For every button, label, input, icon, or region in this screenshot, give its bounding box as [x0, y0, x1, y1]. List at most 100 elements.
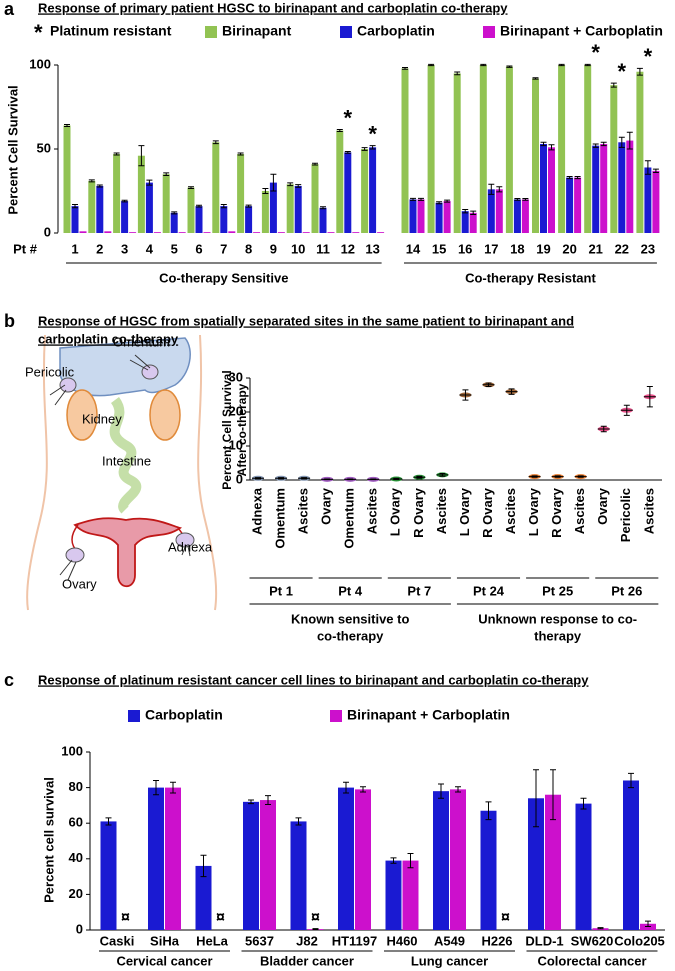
bar [453, 73, 461, 234]
x-tick-label: 21 [588, 241, 602, 256]
error-bar [436, 201, 443, 205]
error-bar [390, 857, 397, 864]
x-tick-label: J82 [296, 933, 318, 948]
x-tick-label: 7 [220, 241, 227, 256]
note-symbol: * [34, 20, 43, 45]
legend-swatch [330, 710, 342, 722]
bar [652, 170, 660, 233]
bar [170, 212, 178, 233]
error-bar [270, 173, 277, 192]
group-label: Known sensitive to [291, 611, 410, 626]
error-bar [367, 478, 380, 481]
error-bar [407, 852, 414, 869]
bar [311, 164, 319, 233]
error-bar [550, 769, 556, 821]
error-bar [96, 184, 103, 188]
bar [417, 199, 425, 233]
x-tick-label: 1 [71, 241, 78, 256]
legend-label: Carboplatin [145, 707, 223, 723]
y-label: Percent Cell Survival [220, 370, 234, 489]
error-bar [105, 817, 112, 826]
bar [532, 78, 539, 233]
y-tick-label: 0 [44, 224, 51, 239]
error-bar [212, 140, 219, 145]
error-bar [514, 198, 521, 201]
error-bar [188, 186, 194, 189]
diagram-label: Omentum [113, 334, 170, 349]
significance-star: * [344, 105, 353, 130]
y-tick-label: 0 [76, 921, 83, 936]
error-bar [645, 920, 651, 927]
error-bar [496, 186, 503, 193]
group-label: Bladder cancer [260, 953, 354, 968]
bar [402, 860, 419, 930]
group-label: Pt 24 [473, 583, 505, 598]
x-tick-label: R Ovary [480, 487, 495, 538]
error-bar [252, 477, 264, 480]
error-bar [506, 65, 513, 68]
y-tick-label: 100 [61, 743, 83, 758]
bar [96, 185, 104, 233]
bar [528, 798, 544, 930]
bar [480, 810, 497, 930]
bar [302, 232, 310, 233]
error-bar [275, 477, 288, 480]
x-tick-label: 9 [270, 241, 277, 256]
error-bar [540, 141, 547, 147]
error-bar [470, 210, 477, 216]
error-bar [320, 206, 326, 210]
error-bar [551, 475, 564, 478]
error-bar [410, 197, 416, 201]
bar [277, 232, 285, 233]
group-label: Pt 4 [338, 583, 363, 598]
zero-symbol: ¤ [121, 909, 130, 926]
x-tick-label: L Ovary [457, 487, 472, 536]
error-bar [580, 797, 587, 810]
bar [286, 184, 294, 233]
bar [545, 794, 561, 930]
x-tick-label: SiHa [150, 933, 180, 948]
bar [100, 821, 117, 930]
x-tick-label: Ovary [595, 487, 610, 525]
panel-label: b [4, 311, 15, 331]
error-bar [480, 63, 487, 67]
x-tick-label: 15 [432, 241, 446, 256]
bar [260, 800, 276, 930]
x-tick-label: Caski [100, 933, 135, 948]
error-bar [312, 928, 319, 931]
bar [592, 145, 600, 233]
x-tick-label: Ascites [641, 488, 656, 534]
x-tick-label: Colo205 [614, 933, 665, 948]
diagram-label: Adnexa [168, 539, 213, 554]
bar [203, 232, 211, 233]
error-bar [321, 478, 334, 481]
error-bar [610, 82, 617, 88]
error-bar [454, 71, 461, 76]
error-bar [295, 817, 302, 826]
error-bar [163, 172, 170, 177]
x-tick-label: Adnexa [249, 487, 264, 535]
legend-swatch [128, 710, 140, 722]
error-bar [652, 168, 659, 174]
x-tick-label: 8 [245, 241, 252, 256]
zero-symbol: ¤ [311, 909, 320, 926]
x-tick-label: 12 [341, 241, 355, 256]
panel-label: c [4, 670, 14, 690]
error-bar [312, 162, 318, 166]
bar [148, 787, 164, 930]
bar [644, 167, 652, 233]
error-bar [336, 129, 343, 133]
bar [461, 211, 469, 233]
bar [178, 232, 186, 233]
x-tick-label: 10 [291, 241, 305, 256]
significance-star: * [591, 40, 600, 65]
error-bar [64, 123, 70, 127]
error-bar [171, 211, 178, 215]
error-bar [436, 473, 449, 477]
bar [469, 212, 477, 233]
x-tick-label: 6 [195, 241, 202, 256]
bar [427, 65, 435, 233]
y-tick-label: 0 [236, 471, 243, 486]
